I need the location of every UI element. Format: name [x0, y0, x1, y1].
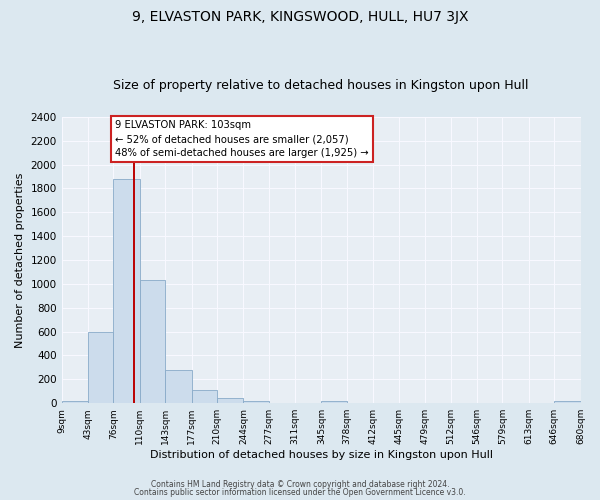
Bar — [217, 398, 244, 403]
Text: 9, ELVASTON PARK, KINGSWOOD, HULL, HU7 3JX: 9, ELVASTON PARK, KINGSWOOD, HULL, HU7 3… — [132, 10, 468, 24]
Bar — [62, 401, 88, 403]
Bar — [244, 401, 269, 403]
Bar — [165, 370, 191, 403]
Bar — [322, 401, 347, 403]
Text: Contains public sector information licensed under the Open Government Licence v3: Contains public sector information licen… — [134, 488, 466, 497]
Bar — [113, 179, 140, 403]
Text: Contains HM Land Registry data © Crown copyright and database right 2024.: Contains HM Land Registry data © Crown c… — [151, 480, 449, 489]
Text: 9 ELVASTON PARK: 103sqm
← 52% of detached houses are smaller (2,057)
48% of semi: 9 ELVASTON PARK: 103sqm ← 52% of detache… — [115, 120, 368, 158]
Title: Size of property relative to detached houses in Kingston upon Hull: Size of property relative to detached ho… — [113, 79, 529, 92]
Bar — [554, 401, 581, 403]
Y-axis label: Number of detached properties: Number of detached properties — [15, 172, 25, 348]
Bar — [88, 332, 113, 403]
Bar — [140, 280, 165, 403]
X-axis label: Distribution of detached houses by size in Kingston upon Hull: Distribution of detached houses by size … — [149, 450, 493, 460]
Bar — [191, 390, 217, 403]
